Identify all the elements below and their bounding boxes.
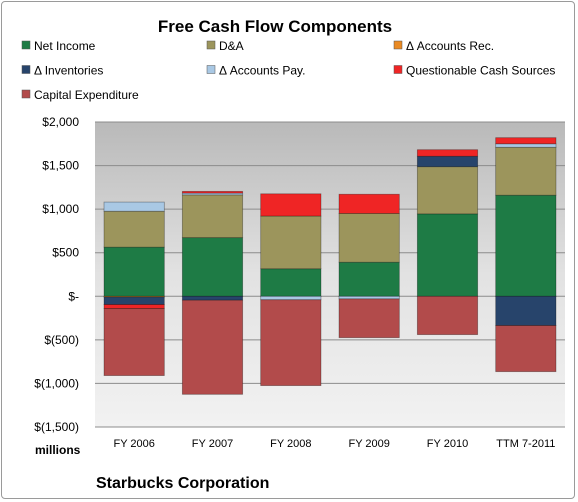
legend-item-questionable-cash-sources: Questionable Cash Sources	[393, 64, 555, 78]
units-label: millions	[35, 443, 81, 457]
legend-label: Δ Accounts Rec.	[406, 39, 494, 53]
legend-swatch	[393, 40, 403, 50]
y-tick-label: $(1,500)	[34, 420, 79, 434]
y-tick-label: $1,000	[42, 202, 79, 216]
bars	[103, 137, 557, 395]
bar-net-income-fy-2006	[103, 246, 165, 297]
legend-swatch	[21, 40, 31, 50]
legend: Net Income D&A Δ Accounts Rec. Δ Inventorie…	[21, 39, 555, 102]
bar-d-a-fy-2010	[416, 166, 479, 215]
legend-item-accounts-rec: Δ Accounts Rec.	[393, 39, 494, 53]
bar-d-a-fy-2007	[181, 194, 244, 239]
x-tick-label: FY 2007	[192, 438, 233, 450]
y-tick-label: $(500)	[44, 333, 79, 347]
gridlines	[95, 121, 565, 428]
bar-net-income-ttm-7-2011	[495, 194, 557, 297]
bar-d-a-fy-2006	[103, 210, 165, 248]
bar-accounts-pay-fy-2006	[103, 201, 165, 212]
bar-capital-expenditure-fy-2008	[260, 299, 322, 387]
bar-inventories-fy-2006	[103, 296, 165, 305]
bar-questionable-cash-sources-fy-2010	[416, 149, 479, 157]
bar-d-a-ttm-7-2011	[495, 146, 557, 196]
x-axis-ticks: FY 2006 FY 2007 FY 2008 FY 2009 FY 2010 TTM 7…	[113, 438, 555, 450]
y-tick-label: $2,000	[42, 115, 79, 129]
bar-inventories-fy-2007	[181, 295, 244, 301]
legend-item-capital-expenditure: Capital Expenditure	[21, 88, 139, 102]
bar-questionable-cash-sources-fy-2009	[338, 193, 400, 214]
bar-questionable-cash-sources-ttm-7-2011	[495, 137, 557, 145]
x-tick-label: FY 2009	[348, 438, 389, 450]
x-tick-label: FY 2006	[113, 438, 154, 450]
legend-item-net-income: Net Income	[21, 39, 96, 53]
bar-questionable-cash-sources-fy-2006	[103, 304, 165, 309]
bar-capital-expenditure-fy-2010	[416, 295, 479, 336]
bar-capital-expenditure-fy-2007	[181, 299, 244, 395]
bar-inventories-ttm-7-2011	[495, 295, 557, 326]
bar-net-income-fy-2007	[181, 237, 244, 297]
bar-accounts-pay-ttm-7-2011	[495, 143, 557, 148]
x-tick-label: FY 2010	[427, 438, 468, 450]
bar-net-income-fy-2009	[338, 261, 400, 297]
bar-d-a-fy-2009	[338, 213, 400, 263]
bar-questionable-cash-sources-fy-2007	[181, 190, 244, 194]
bar-capital-expenditure-fy-2006	[103, 308, 165, 376]
y-tick-label: $-	[68, 289, 79, 303]
legend-swatch	[206, 40, 216, 50]
bar-d-a-fy-2008	[260, 215, 322, 270]
legend-swatch	[206, 65, 216, 74]
legend-swatch	[21, 89, 31, 99]
bar-net-income-fy-2008	[260, 268, 322, 297]
legend-label: Net Income	[34, 39, 96, 53]
legend-label: Questionable Cash Sources	[406, 64, 555, 78]
legend-swatch	[393, 65, 403, 74]
chart-title: Free Cash Flow Components	[158, 17, 392, 36]
bar-accounts-pay-fy-2008	[260, 295, 322, 301]
bar-capital-expenditure-fy-2009	[338, 298, 400, 339]
legend-swatch	[21, 65, 31, 74]
legend-label: Δ Inventories	[34, 64, 103, 78]
bar-questionable-cash-sources-fy-2008	[260, 193, 322, 217]
legend-label: Δ Accounts Pay.	[219, 64, 306, 78]
legend-label: Capital Expenditure	[34, 88, 139, 102]
y-tick-label: $1,500	[42, 159, 79, 173]
legend-item-d-a: D&A	[206, 39, 244, 53]
x-tick-label: FY 2008	[270, 438, 311, 450]
bar-net-income-fy-2010	[416, 213, 479, 297]
legend-item-accounts-pay: Δ Accounts Pay.	[206, 64, 306, 78]
bar-inventories-fy-2010	[416, 155, 479, 168]
y-tick-label: $(1,000)	[34, 376, 79, 390]
legend-item-inventories: Δ Inventories	[21, 64, 103, 78]
y-axis-ticks: $2,000 $1,500 $1,000 $500 $- $(500) $(1,000) $(…	[34, 115, 79, 434]
plot-area	[95, 122, 565, 427]
legend-label: D&A	[219, 39, 244, 53]
bar-capital-expenditure-ttm-7-2011	[495, 325, 557, 373]
x-tick-label: TTM 7-2011	[496, 438, 555, 450]
y-tick-label: $500	[52, 246, 79, 260]
company-name: Starbucks Corporation	[96, 475, 269, 492]
